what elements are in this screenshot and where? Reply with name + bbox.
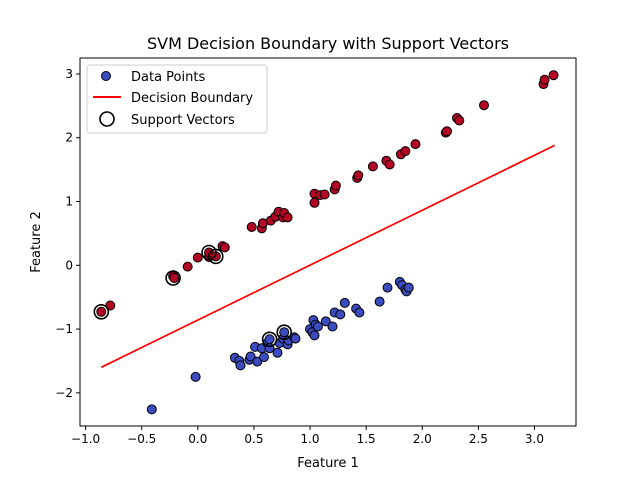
- data-point: [272, 347, 283, 358]
- x-tick-label: 3.0: [525, 432, 544, 446]
- support-vector-ring: [165, 270, 181, 286]
- data-point: [219, 242, 230, 253]
- x-tick-label: 1.0: [300, 432, 319, 446]
- y-tick-label: 0: [65, 258, 73, 272]
- data-point: [309, 197, 320, 208]
- data-point: [259, 352, 269, 363]
- data-point: [309, 330, 320, 341]
- y-tick-label: 3: [65, 67, 73, 81]
- data-point: [264, 334, 275, 345]
- y-tick-label: −1: [55, 322, 73, 336]
- data-point: [335, 309, 346, 320]
- x-axis-label: Feature 1: [297, 456, 359, 471]
- x-tick-label: 0.5: [244, 432, 263, 446]
- data-point: [382, 282, 393, 293]
- data-point: [367, 161, 378, 172]
- data-point: [403, 282, 414, 293]
- data-point: [400, 146, 411, 157]
- data-point: [190, 371, 201, 382]
- support-vector-ring: [276, 324, 293, 341]
- data-point: [182, 261, 193, 272]
- data-point: [327, 321, 338, 332]
- data-point: [312, 321, 323, 332]
- data-point: [442, 126, 452, 137]
- legend-support-vectors-marker: [99, 111, 115, 127]
- data-point: [96, 306, 107, 317]
- data-point: [354, 307, 365, 318]
- data-point: [192, 252, 203, 263]
- data-point: [339, 297, 350, 308]
- data-point: [290, 333, 301, 344]
- x-tick-label: −0.5: [127, 432, 156, 446]
- data-point: [279, 327, 290, 338]
- data-point: [282, 212, 293, 223]
- x-tick-label: 2.5: [469, 432, 488, 446]
- x-tick-label: 2.0: [413, 432, 432, 446]
- decision-boundary-line: [100, 144, 556, 369]
- data-point: [454, 115, 465, 126]
- x-tick-label: −1.0: [71, 432, 100, 446]
- x-tick-label: 1.5: [357, 432, 376, 446]
- data-point: [548, 70, 559, 81]
- legend-frame: [86, 64, 268, 134]
- support-vector-ring: [208, 248, 224, 265]
- legend-data-points-label: Data Points: [131, 70, 205, 85]
- y-tick-label: 1: [65, 195, 73, 209]
- x-tick-label: 0.0: [188, 432, 207, 446]
- legend: Data Points Decision Boundary Support Ve…: [86, 64, 268, 134]
- y-tick-label: 2: [65, 131, 73, 145]
- y-axis-label: Feature 2: [29, 211, 44, 273]
- support-vector-ring: [261, 331, 278, 348]
- data-point: [169, 273, 180, 283]
- data-point: [330, 180, 341, 191]
- data-point: [479, 100, 489, 111]
- support-vector-ring: [93, 303, 110, 320]
- y-tick-label: −2: [55, 386, 73, 400]
- data-point: [384, 159, 395, 170]
- plot-frame: [79, 57, 577, 427]
- data-point: [539, 74, 550, 85]
- data-point: [374, 296, 385, 307]
- data-point: [146, 404, 157, 415]
- data-point: [235, 360, 246, 371]
- chart-title: SVM Decision Boundary with Support Vecto…: [147, 34, 509, 53]
- data-point: [353, 170, 364, 181]
- legend-data-points-marker: [101, 71, 111, 81]
- data-point: [246, 222, 257, 232]
- data-point: [245, 351, 256, 362]
- data-point: [319, 189, 330, 200]
- data-point: [320, 316, 331, 327]
- data-point: [410, 139, 421, 150]
- legend-decision-boundary-label: Decision Boundary: [131, 91, 253, 106]
- legend-support-vectors-label: Support Vectors: [131, 113, 235, 128]
